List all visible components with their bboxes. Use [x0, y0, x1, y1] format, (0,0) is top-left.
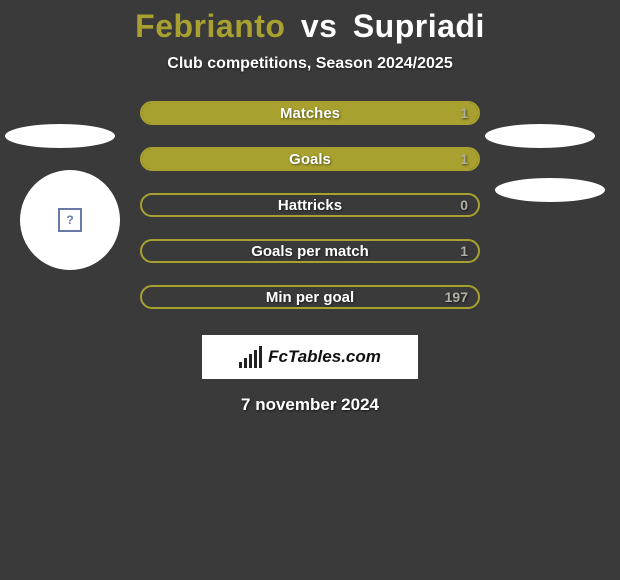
stat-value: 197	[445, 289, 468, 305]
stat-value: 1	[460, 151, 468, 167]
avatar-placeholder: ?	[20, 170, 120, 270]
comparison-title: Febrianto vs Supriadi	[0, 0, 620, 45]
stat-row-goals-per-match: Goals per match 1	[140, 239, 480, 263]
stat-label: Min per goal	[142, 289, 478, 306]
stat-row-goals: Goals 1	[140, 147, 480, 171]
player2-name: Supriadi	[353, 8, 485, 44]
logo-bars-icon	[239, 346, 262, 368]
stat-label: Matches	[142, 105, 478, 122]
stat-row-min-per-goal: Min per goal 197	[140, 285, 480, 309]
stat-label: Hattricks	[142, 197, 478, 214]
stat-row-matches: Matches 1	[140, 101, 480, 125]
stat-label: Goals	[142, 151, 478, 168]
subtitle-text: Club competitions, Season 2024/2025	[0, 55, 620, 73]
stat-value: 0	[460, 197, 468, 213]
decor-ellipse-right-2	[495, 178, 605, 202]
stat-value: 1	[460, 243, 468, 259]
decor-ellipse-right-top	[485, 124, 595, 148]
stat-value: 1	[460, 105, 468, 121]
fctables-logo: FcTables.com	[202, 335, 418, 379]
logo-text: FcTables.com	[268, 347, 381, 367]
decor-ellipse-left-top	[5, 124, 115, 148]
stat-label: Goals per match	[142, 243, 478, 260]
stat-row-hattricks: Hattricks 0	[140, 193, 480, 217]
date-text: 7 november 2024	[0, 395, 620, 415]
avatar-icon: ?	[58, 208, 82, 232]
vs-text: vs	[301, 8, 338, 44]
player1-name: Febrianto	[135, 8, 285, 44]
